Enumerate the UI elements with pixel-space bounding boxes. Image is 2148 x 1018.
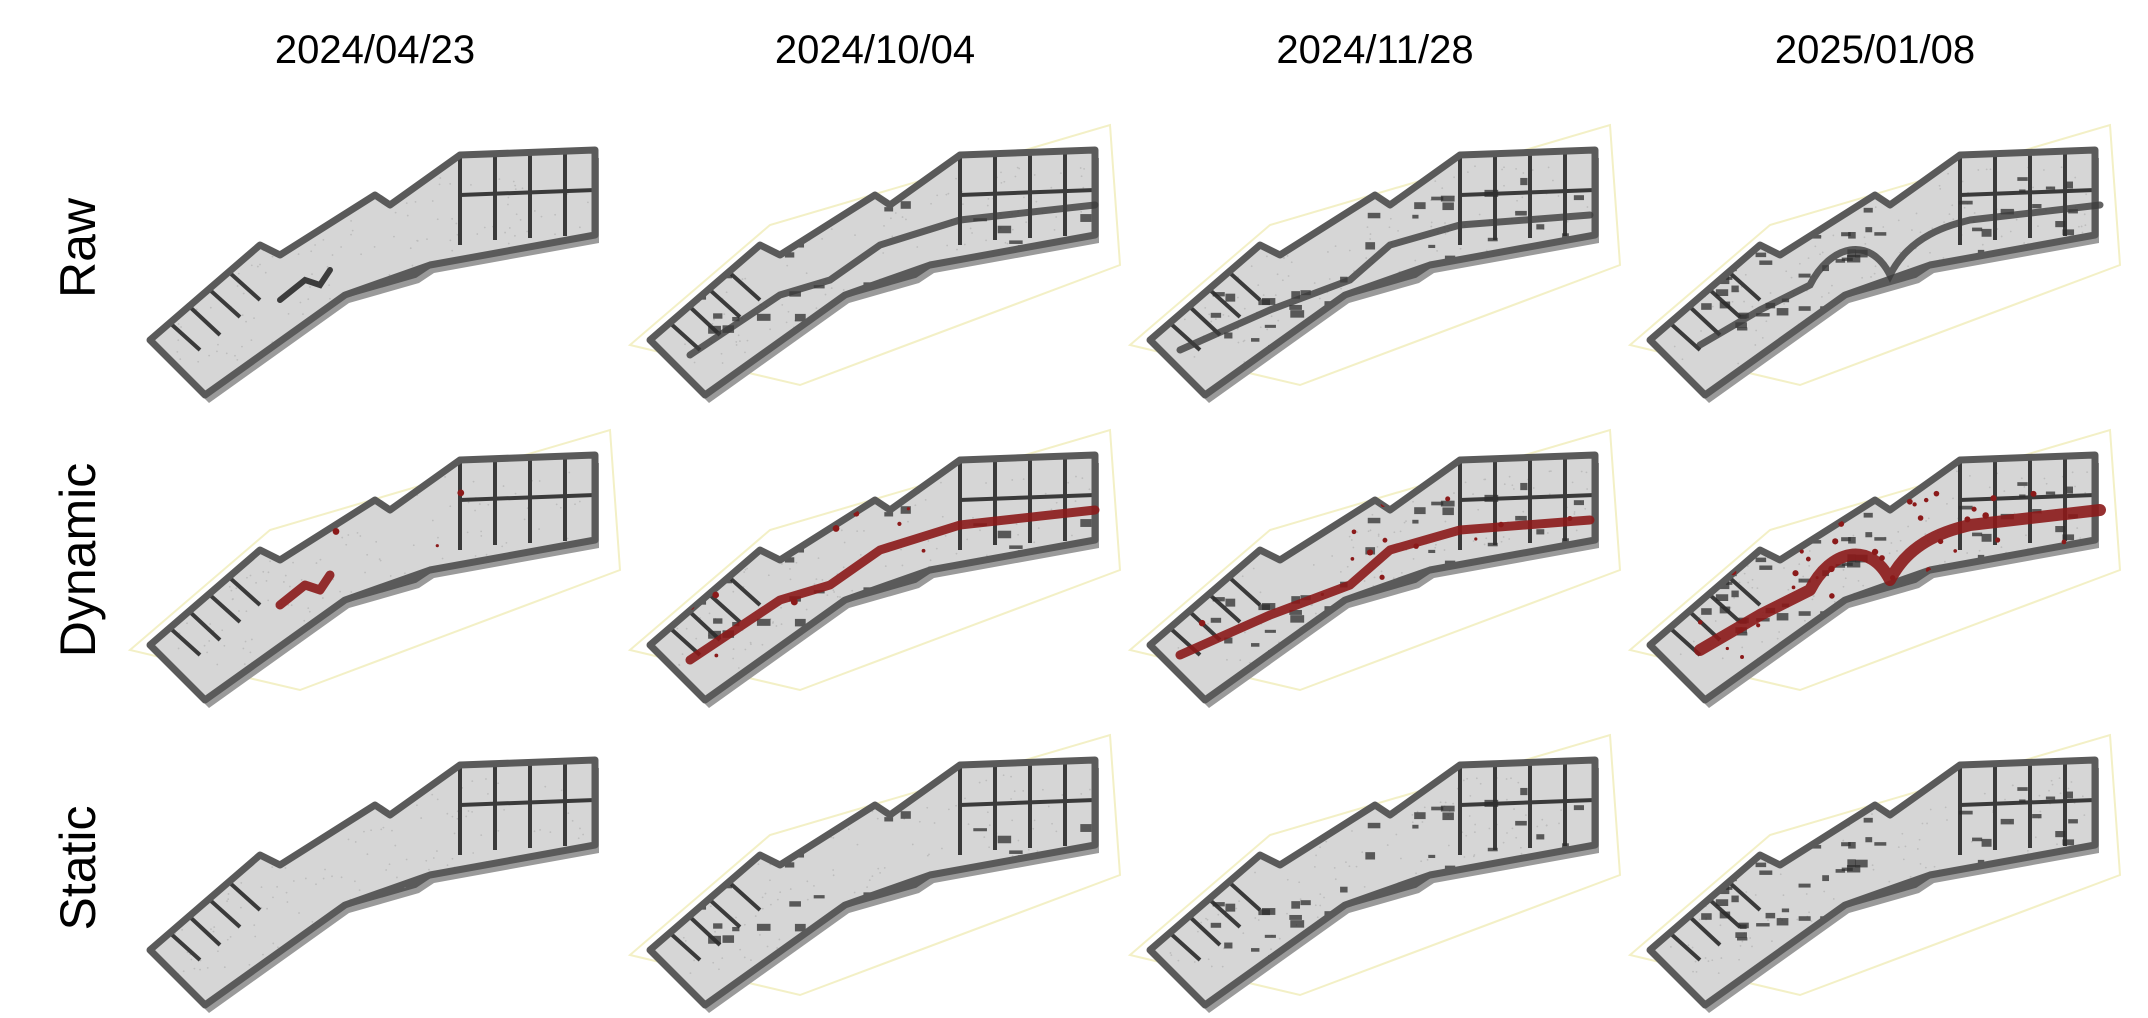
bounding-frame (1627, 123, 2122, 387)
exterior-walls (646, 451, 1099, 704)
row-header-dynamic: Dynamic (50, 462, 106, 658)
map-panel-static-1 (130, 705, 620, 1013)
exterior-walls (1146, 451, 1599, 704)
column-header-date-2: 2024/10/04 (774, 28, 976, 72)
row-header-static: Static (50, 805, 106, 931)
map-panel-static-3 (1127, 705, 1622, 1013)
dynamic-points-trail (275, 570, 335, 610)
point-cloud-map (627, 733, 1122, 1013)
left-wing-rooms (1668, 881, 1762, 962)
trajectory-trace (277, 267, 333, 303)
column-header-date-4: 2025/01/08 (1774, 28, 1976, 72)
point-cloud-map (127, 428, 622, 708)
left-wing-rooms (168, 576, 262, 657)
map-panel-dynamic-3 (1127, 400, 1622, 708)
exterior-walls (646, 146, 1099, 399)
column-header-date-1: 2024/04/23 (274, 28, 476, 72)
row-header-raw: Raw (50, 197, 106, 299)
bounding-frame (1127, 123, 1622, 387)
map-panel-raw-4 (1627, 95, 2122, 403)
exterior-walls (146, 756, 599, 1009)
left-wing-rooms (1668, 271, 1762, 352)
map-panel-dynamic-1 (127, 400, 622, 708)
bounding-frame (1127, 733, 1622, 997)
bounding-frame (1627, 733, 2122, 997)
room-partitions (958, 761, 1096, 855)
point-cloud-map (1627, 428, 2122, 708)
room-partitions (458, 761, 596, 855)
exterior-walls (146, 451, 599, 704)
room-partitions (458, 151, 596, 245)
trajectory-trace (686, 201, 1099, 359)
exterior-walls (1146, 146, 1599, 399)
bounding-frame (627, 123, 1122, 387)
point-cloud-map (627, 428, 1122, 708)
room-partitions (958, 456, 1096, 550)
bounding-frame (1627, 428, 2122, 692)
point-cloud-map (146, 146, 599, 403)
left-wing-rooms (168, 271, 262, 352)
point-cloud-map (1127, 428, 1622, 708)
dynamic-points-trail (685, 505, 1100, 665)
exterior-walls (1646, 756, 2099, 1009)
bounding-frame (127, 428, 622, 692)
point-cloud-map (1127, 733, 1622, 1013)
point-cloud-map (1627, 733, 2122, 1013)
left-wing-rooms (168, 881, 262, 962)
room-partitions (1458, 761, 1596, 855)
point-cloud-map (1627, 123, 2122, 403)
point-cloud-map (627, 123, 1122, 403)
bounding-frame (627, 733, 1122, 997)
map-panel-raw-1 (130, 95, 620, 403)
room-partitions (1958, 151, 2096, 245)
map-panel-raw-2 (627, 95, 1122, 403)
dynamic-points-trail (1694, 504, 2106, 656)
exterior-walls (1646, 451, 2099, 704)
dynamic-points-trail (1175, 515, 1595, 660)
map-panel-dynamic-2 (627, 400, 1122, 708)
exterior-walls (1146, 756, 1599, 1009)
exterior-walls (146, 146, 599, 399)
room-partitions (958, 151, 1096, 245)
exterior-walls (1646, 146, 2099, 399)
point-cloud-map (146, 756, 599, 1013)
bounding-frame (627, 428, 1122, 692)
bounding-frame (1127, 428, 1622, 692)
trajectory-trace (1696, 201, 2104, 349)
column-header-date-3: 2024/11/28 (1276, 28, 1474, 72)
map-panel-dynamic-4 (1627, 400, 2122, 708)
point-cloud-map (1127, 123, 1622, 403)
room-partitions (458, 456, 596, 550)
exterior-walls (646, 756, 1099, 1009)
trajectory-trace (1176, 211, 1594, 354)
map-panel-static-4 (1627, 705, 2122, 1013)
map-panel-static-2 (627, 705, 1122, 1013)
map-panel-raw-3 (1127, 95, 1622, 403)
